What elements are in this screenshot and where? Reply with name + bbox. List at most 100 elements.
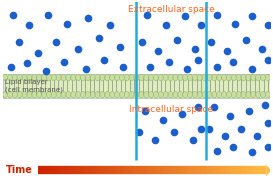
Ellipse shape	[178, 74, 183, 81]
Ellipse shape	[46, 74, 51, 81]
Ellipse shape	[110, 74, 115, 81]
Ellipse shape	[95, 91, 100, 98]
Ellipse shape	[110, 91, 115, 98]
Ellipse shape	[129, 91, 134, 98]
Ellipse shape	[120, 91, 124, 98]
Ellipse shape	[76, 91, 81, 98]
Ellipse shape	[241, 74, 246, 81]
Ellipse shape	[153, 74, 158, 81]
Ellipse shape	[3, 74, 8, 81]
Text: Lipid bilayer
(cell membrane): Lipid bilayer (cell membrane)	[5, 79, 63, 93]
Text: Intracellular space: Intracellular space	[129, 105, 213, 114]
Ellipse shape	[236, 74, 241, 81]
Ellipse shape	[100, 74, 105, 81]
Ellipse shape	[246, 74, 251, 81]
Ellipse shape	[56, 91, 61, 98]
Ellipse shape	[158, 91, 163, 98]
Ellipse shape	[241, 91, 246, 98]
Text: Extracellular space: Extracellular space	[128, 6, 215, 14]
Ellipse shape	[27, 74, 32, 81]
Ellipse shape	[222, 91, 227, 98]
Ellipse shape	[120, 74, 124, 81]
Ellipse shape	[168, 91, 173, 98]
Ellipse shape	[90, 74, 95, 81]
Ellipse shape	[149, 91, 153, 98]
Ellipse shape	[168, 74, 173, 81]
Ellipse shape	[66, 91, 71, 98]
Ellipse shape	[163, 91, 168, 98]
Ellipse shape	[17, 91, 22, 98]
Ellipse shape	[188, 91, 192, 98]
Ellipse shape	[46, 91, 51, 98]
Ellipse shape	[207, 91, 212, 98]
Ellipse shape	[197, 91, 202, 98]
Ellipse shape	[32, 74, 37, 81]
Ellipse shape	[105, 74, 110, 81]
Ellipse shape	[61, 91, 66, 98]
Ellipse shape	[139, 91, 144, 98]
Ellipse shape	[153, 91, 158, 98]
Ellipse shape	[265, 74, 270, 81]
Ellipse shape	[42, 91, 46, 98]
Ellipse shape	[129, 74, 134, 81]
Ellipse shape	[66, 74, 71, 81]
Ellipse shape	[3, 91, 8, 98]
Ellipse shape	[251, 74, 256, 81]
Ellipse shape	[139, 74, 144, 81]
Ellipse shape	[183, 74, 188, 81]
Ellipse shape	[13, 91, 17, 98]
Ellipse shape	[217, 91, 222, 98]
Text: Time: Time	[5, 165, 32, 175]
Ellipse shape	[42, 74, 46, 81]
Ellipse shape	[222, 74, 227, 81]
Ellipse shape	[124, 91, 129, 98]
Ellipse shape	[251, 91, 256, 98]
Ellipse shape	[27, 91, 32, 98]
Ellipse shape	[134, 91, 139, 98]
Ellipse shape	[81, 74, 85, 81]
Ellipse shape	[51, 91, 56, 98]
Ellipse shape	[256, 74, 260, 81]
Ellipse shape	[144, 74, 149, 81]
Ellipse shape	[61, 74, 66, 81]
Ellipse shape	[51, 74, 56, 81]
Ellipse shape	[124, 74, 129, 81]
Ellipse shape	[115, 74, 120, 81]
Ellipse shape	[227, 74, 231, 81]
Ellipse shape	[17, 74, 22, 81]
Ellipse shape	[134, 74, 139, 81]
Ellipse shape	[260, 74, 265, 81]
Ellipse shape	[227, 91, 231, 98]
Ellipse shape	[207, 74, 212, 81]
Ellipse shape	[188, 74, 192, 81]
Ellipse shape	[246, 91, 251, 98]
Ellipse shape	[115, 91, 120, 98]
Ellipse shape	[202, 74, 207, 81]
Ellipse shape	[236, 91, 241, 98]
Polygon shape	[266, 165, 271, 176]
Ellipse shape	[217, 74, 222, 81]
Ellipse shape	[37, 74, 41, 81]
Ellipse shape	[192, 91, 197, 98]
Ellipse shape	[149, 74, 153, 81]
Ellipse shape	[158, 74, 163, 81]
Ellipse shape	[76, 74, 81, 81]
Ellipse shape	[192, 74, 197, 81]
Ellipse shape	[232, 91, 236, 98]
Ellipse shape	[8, 74, 13, 81]
Ellipse shape	[178, 91, 183, 98]
Ellipse shape	[95, 74, 100, 81]
Ellipse shape	[212, 74, 217, 81]
Ellipse shape	[212, 91, 217, 98]
Ellipse shape	[56, 74, 61, 81]
Ellipse shape	[8, 91, 13, 98]
Ellipse shape	[32, 91, 37, 98]
Bar	[3, 74, 270, 98]
Ellipse shape	[22, 91, 27, 98]
Ellipse shape	[265, 91, 270, 98]
Ellipse shape	[256, 91, 260, 98]
Ellipse shape	[81, 91, 85, 98]
Ellipse shape	[173, 91, 178, 98]
Ellipse shape	[197, 74, 202, 81]
Ellipse shape	[13, 74, 17, 81]
